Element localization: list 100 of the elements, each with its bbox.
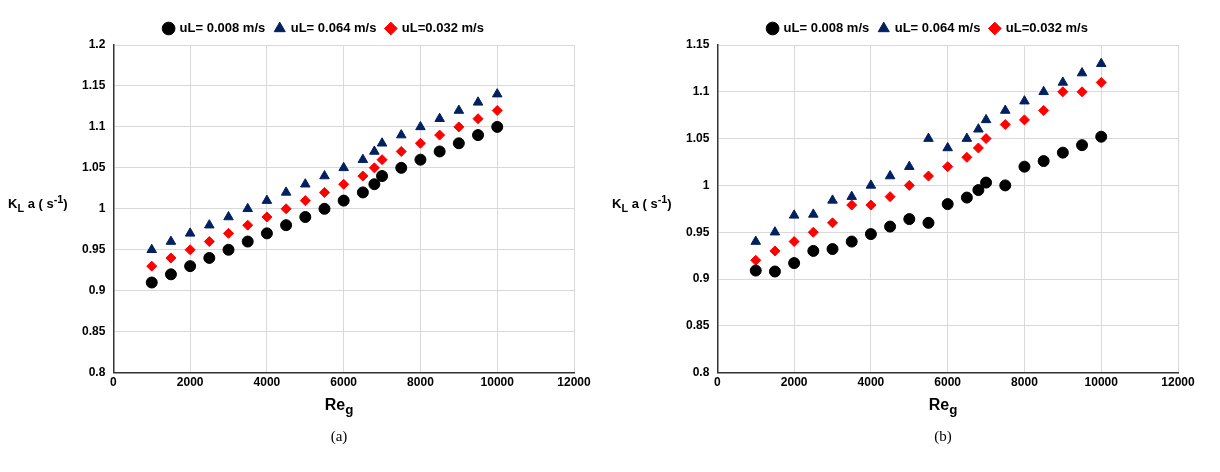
x-tick-label: 12000 [1161, 375, 1196, 390]
point [845, 235, 858, 248]
point [788, 236, 800, 248]
text: (a) [329, 428, 349, 445]
y-tick-label: 1.05 [686, 130, 710, 145]
y-tick-label: 1.1 [692, 84, 710, 99]
point [808, 208, 819, 218]
point [223, 227, 235, 239]
point [145, 276, 158, 289]
point [1000, 104, 1011, 114]
point [1038, 85, 1049, 96]
point [356, 186, 369, 199]
point [472, 113, 484, 125]
point [827, 217, 839, 229]
point [807, 226, 819, 238]
y-axis-title: K$_{L}$ a ( s$^{-1}$) [612, 193, 673, 214]
point [1095, 76, 1107, 88]
y-tick-label: 1.15 [686, 37, 710, 52]
point [184, 244, 196, 256]
point [261, 211, 273, 223]
point [491, 120, 504, 133]
point [1018, 114, 1030, 126]
legend-label: uL=0.032 m/s [1005, 20, 1088, 36]
point [846, 190, 857, 200]
legend-label: uL= 0.064 m/s [894, 20, 981, 36]
point [242, 219, 254, 231]
x-tick-label: 4000 [857, 375, 885, 390]
x-tick-label: 10000 [1084, 375, 1119, 390]
point [961, 151, 973, 163]
point [184, 260, 197, 273]
point [1076, 86, 1088, 98]
x-tick-label: 2000 [780, 375, 808, 390]
x-tick-label: 10000 [480, 375, 515, 390]
point [1095, 57, 1107, 67]
point [999, 179, 1012, 192]
point [415, 120, 426, 131]
point [1076, 67, 1088, 77]
point [396, 129, 407, 139]
point [338, 161, 349, 172]
point [184, 227, 196, 237]
point [1057, 76, 1069, 86]
point [280, 219, 293, 232]
point [999, 119, 1011, 131]
x-tick-label: 4000 [253, 375, 281, 390]
point [903, 213, 916, 226]
point [749, 264, 762, 277]
point [280, 186, 292, 196]
point [165, 235, 177, 245]
point [414, 153, 427, 166]
point [1057, 86, 1069, 98]
legend-label: uL=0.032 m/s [401, 20, 484, 36]
x-tick-label: 8000 [1011, 375, 1039, 390]
x-axis-title: Re$_{g}$ [323, 396, 355, 418]
point [1038, 105, 1050, 117]
y-tick-label: 1 [702, 177, 710, 192]
point [452, 137, 465, 150]
point [472, 129, 485, 142]
y-tick-label: 0.8 [692, 364, 710, 379]
y-tick-label: 1.2 [88, 37, 106, 52]
point [434, 112, 445, 122]
y-tick-label: 0.8 [88, 364, 106, 379]
point [960, 191, 973, 204]
point [376, 170, 389, 183]
x-tick-label: 6000 [934, 375, 962, 390]
point [865, 199, 877, 211]
point [980, 176, 993, 189]
point [146, 243, 158, 253]
point [395, 145, 407, 157]
point [241, 235, 254, 248]
point [242, 202, 253, 213]
point [369, 145, 380, 155]
point [942, 161, 954, 173]
point [318, 202, 331, 215]
point [260, 227, 273, 240]
point [980, 133, 992, 145]
point [980, 113, 992, 124]
point [788, 209, 800, 219]
point [864, 228, 877, 241]
x-tick-label: 0 [110, 375, 118, 390]
point [972, 184, 985, 197]
point [368, 162, 380, 174]
y-axis-title: K$_{L}$ a ( s$^{-1}$) [8, 193, 69, 214]
y-tick-label: 0.95 [686, 224, 710, 239]
point [453, 121, 465, 133]
point [165, 252, 177, 264]
point [376, 154, 388, 166]
point [299, 210, 312, 223]
point [1019, 95, 1030, 105]
point [942, 141, 953, 152]
point [368, 178, 381, 191]
y-tick-label: 1.05 [82, 160, 106, 175]
point [750, 235, 762, 245]
point [769, 226, 781, 236]
point [261, 194, 273, 204]
point [395, 161, 408, 174]
point [222, 243, 235, 256]
point [453, 104, 465, 114]
point [884, 220, 897, 233]
y-tick-label: 0.9 [88, 283, 106, 298]
point [788, 257, 801, 270]
